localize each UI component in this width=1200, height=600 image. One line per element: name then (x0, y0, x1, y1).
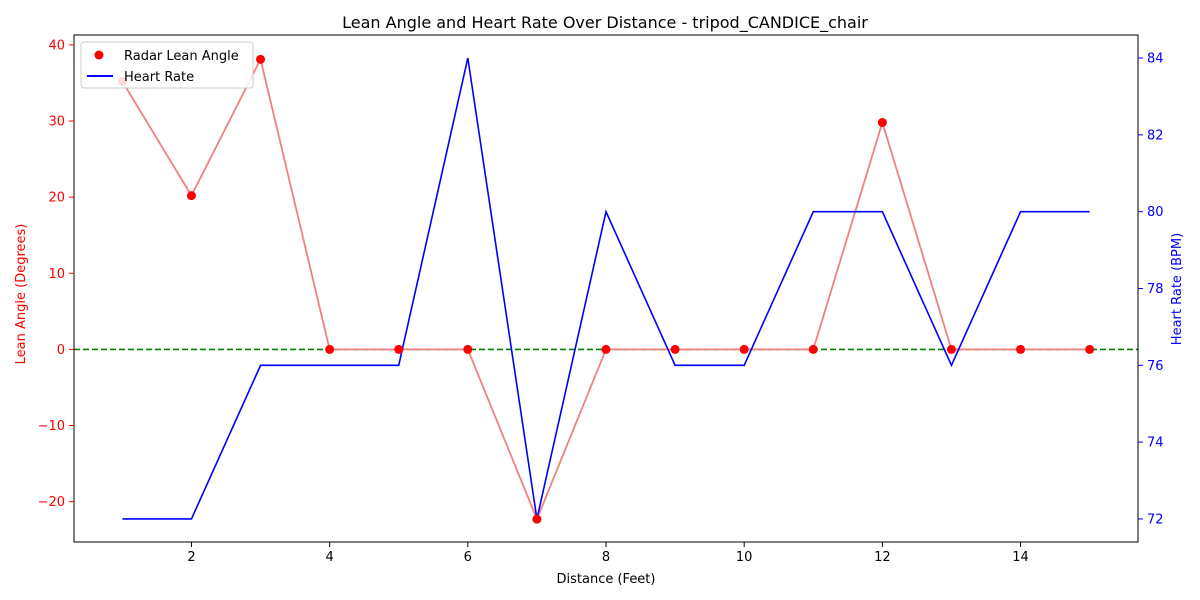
x-tick-label: 4 (325, 550, 333, 565)
y-right-tick-label: 76 (1147, 359, 1164, 374)
x-tick-label: 6 (464, 550, 472, 565)
x-tick-label: 14 (1012, 550, 1029, 565)
legend: Radar Lean Angle Heart Rate (80, 41, 254, 89)
y-left-tick-label: 40 (48, 38, 65, 53)
legend-box (80, 41, 254, 89)
y-left-tick-label: 30 (48, 115, 65, 130)
x-tick-label: 12 (874, 550, 891, 565)
legend-label-lean-angle: Radar Lean Angle (124, 49, 239, 64)
lean-angle-point (946, 344, 956, 354)
y-axis-title-right: Heart Rate (BPM) (1170, 233, 1185, 345)
y-left-tick-label: 0 (57, 343, 65, 358)
y-right-tick-label: 72 (1147, 512, 1164, 527)
legend-marker-lean-angle (94, 50, 104, 60)
y-left-tick-label: 10 (48, 267, 65, 282)
y-right-tick-label: 84 (1147, 52, 1164, 67)
lean-angle-point (670, 344, 680, 354)
lean-angle-point (325, 344, 335, 354)
legend-label-heart-rate: Heart Rate (124, 70, 194, 85)
y-axis-title-left: Lean Angle (Degrees) (14, 224, 29, 365)
lean-angle-point (877, 118, 887, 128)
y-right-tick-label: 82 (1147, 128, 1164, 143)
lean-angle-point (532, 514, 542, 524)
lean-angle-point (601, 344, 611, 354)
y-right-tick-label: 80 (1147, 205, 1164, 220)
x-tick-label: 10 (736, 550, 753, 565)
axes: 2 4 6 8 10 12 14 −20 −10 0 10 20 30 40 72 74 76 78 80 82 84 (38, 38, 1164, 565)
chart-title: Lean Angle and Heart Rate Over Distance … (342, 13, 868, 33)
lean-angle-point (739, 344, 749, 354)
x-tick-label: 8 (602, 550, 610, 565)
y-left-tick-label: −10 (38, 419, 65, 434)
x-axis-title: Distance (Feet) (557, 572, 656, 587)
x-tick-label: 2 (187, 550, 195, 565)
lean-angle-point (394, 344, 404, 354)
lean-angle-point (1016, 344, 1026, 354)
heart-rate-line (122, 57, 1090, 520)
plot-area (74, 54, 1138, 524)
y-right-tick-label: 74 (1147, 436, 1164, 451)
lean-angle-point (808, 344, 818, 354)
lean-angle-point (1085, 344, 1095, 354)
lean-angle-line (121, 56, 1090, 522)
lean-angle-point (256, 54, 266, 64)
lean-angle-point (186, 191, 196, 201)
y-right-tick-label: 78 (1147, 282, 1164, 297)
y-left-tick-label: 20 (48, 191, 65, 206)
lean-angle-point (463, 344, 473, 354)
y-left-tick-label: −20 (38, 495, 65, 510)
